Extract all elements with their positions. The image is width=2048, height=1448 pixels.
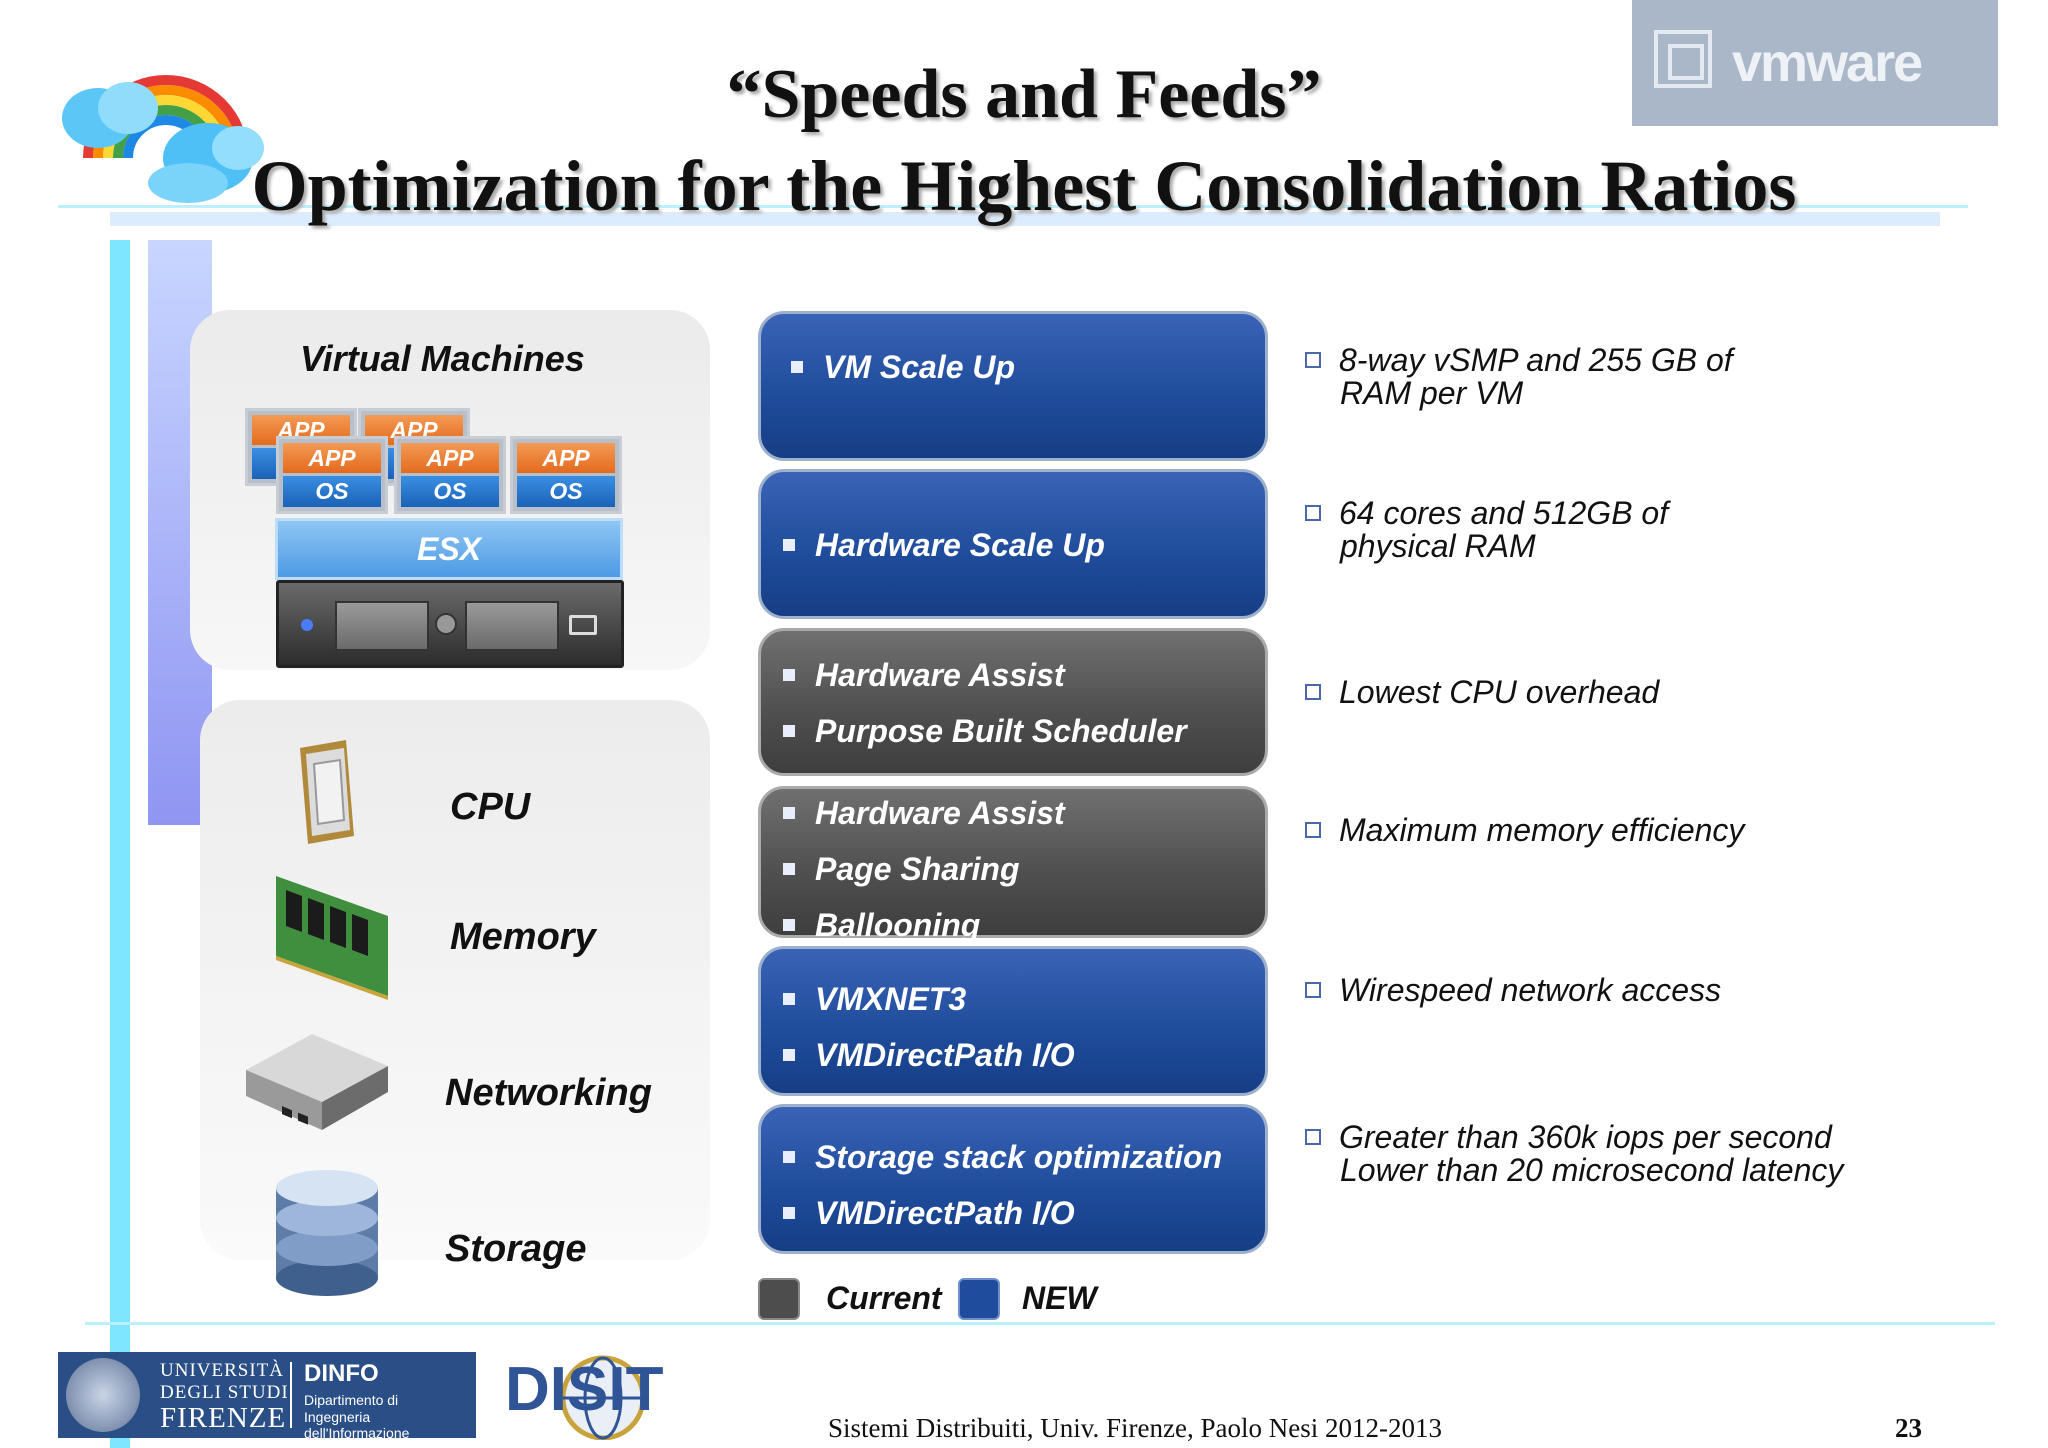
- vmware-logo-text: vmware: [1732, 33, 1923, 93]
- feature-box-storage: Storage stack optimization VMDirectPath …: [758, 1104, 1268, 1254]
- university-seal-icon: [66, 1358, 140, 1432]
- vm-stack-1: APP OS: [276, 436, 388, 514]
- network-switch-icon: [246, 1034, 388, 1130]
- legend-current-label: Current: [826, 1280, 942, 1316]
- resources-panel: [200, 700, 710, 1260]
- feature-note-memory: Maximum memory efficiency: [1305, 814, 1744, 847]
- bullet-square-icon: [791, 360, 803, 373]
- feature-item: Hardware Scale Up: [783, 527, 1105, 564]
- vm-os-label: OS: [517, 476, 615, 507]
- storage-database-icon: [276, 1170, 378, 1296]
- bullet-hollow-square-icon: [1305, 1128, 1321, 1145]
- vmware-logo: vmware: [1632, 0, 1998, 126]
- feature-note-vm-scale-up: 8-way vSMP and 255 GB of RAM per VM: [1305, 344, 1733, 410]
- bullet-hollow-square-icon: [1305, 821, 1321, 838]
- bullet-square-icon: [783, 862, 795, 875]
- vmware-mark-icon: [1654, 30, 1712, 88]
- bullet-square-icon: [783, 538, 795, 551]
- bullet-square-icon: [783, 1150, 795, 1163]
- bullet-hollow-square-icon: [1305, 981, 1321, 998]
- footer-course: Sistemi Distribuiti, Univ. Firenze, Paol…: [828, 1413, 1442, 1443]
- decor-top-line: [58, 205, 1968, 208]
- rainbow-cloud-icon: [62, 75, 264, 203]
- bullet-square-icon: [783, 668, 795, 681]
- disit-logo-text: DISIT: [505, 1355, 664, 1424]
- feature-note-storage: Greater than 360k iops per second Lower …: [1305, 1121, 1843, 1187]
- feature-item: Hardware Assist: [783, 657, 1065, 694]
- bullet-square-icon: [783, 1206, 795, 1219]
- bullet-hollow-square-icon: [1305, 351, 1321, 368]
- vm-stack-3: APP OS: [510, 436, 622, 514]
- feature-note-networking: Wirespeed network access: [1305, 974, 1721, 1007]
- bullet-hollow-square-icon: [1305, 504, 1321, 521]
- server-hardware-icon: [276, 580, 624, 668]
- slide-title-line1: “Speeds and Feeds”: [726, 56, 1322, 133]
- esx-hypervisor-bar: ESX: [275, 518, 623, 580]
- decor-title-band: [110, 212, 1940, 226]
- bullet-square-icon: [783, 992, 795, 1005]
- bullet-square-icon: [783, 806, 795, 819]
- legend-current-swatch: [758, 1278, 800, 1320]
- feature-box-networking: VMXNET3 VMDirectPath I/O: [758, 946, 1268, 1096]
- vm-os-label: OS: [401, 476, 499, 507]
- vm-stack-2: APP OS: [394, 436, 506, 514]
- feature-item: Ballooning: [783, 907, 980, 944]
- slide-title-line2: Optimization for the Highest Consolidati…: [251, 146, 1797, 226]
- legend-new-swatch: [958, 1278, 1000, 1320]
- disit-logo: DISIT: [505, 1350, 695, 1440]
- decor-bottom-line: [85, 1322, 1995, 1325]
- resource-label-memory: Memory: [450, 916, 596, 958]
- feature-item: VMDirectPath I/O: [783, 1195, 1075, 1232]
- resource-label-cpu: CPU: [450, 786, 531, 828]
- page-number: 23: [1895, 1413, 1922, 1443]
- feature-item: Storage stack optimization: [783, 1139, 1222, 1176]
- vm-app-label: APP: [283, 443, 381, 473]
- feature-item: Purpose Built Scheduler: [783, 713, 1187, 750]
- feature-item: VMDirectPath I/O: [783, 1037, 1075, 1074]
- virtual-machines-title: Virtual Machines: [300, 338, 585, 379]
- bullet-hollow-square-icon: [1305, 683, 1321, 700]
- feature-item: Page Sharing: [783, 851, 1020, 888]
- memory-ram-icon: [276, 876, 388, 1000]
- feature-item: Hardware Assist: [783, 795, 1065, 832]
- feature-note-hardware-scale-up: 64 cores and 512GB of physical RAM: [1305, 497, 1668, 563]
- feature-item: VM Scale Up: [791, 349, 1015, 386]
- resource-label-networking: Networking: [445, 1072, 652, 1114]
- bullet-square-icon: [783, 918, 795, 931]
- resource-label-storage: Storage: [445, 1228, 587, 1270]
- bullet-square-icon: [783, 1048, 795, 1061]
- feature-box-memory: Hardware Assist Page Sharing Ballooning: [758, 786, 1268, 943]
- feature-box-cpu: Hardware Assist Purpose Built Scheduler: [758, 628, 1268, 776]
- university-logo: UNIVERSITÀ DEGLI STUDI FIRENZE DINFO Dip…: [58, 1352, 476, 1441]
- bullet-square-icon: [783, 724, 795, 737]
- feature-box-hardware-scale-up: Hardware Scale Up: [758, 469, 1268, 619]
- vm-app-label: APP: [517, 443, 615, 473]
- feature-item: VMXNET3: [783, 981, 966, 1018]
- vm-os-label: OS: [283, 476, 381, 507]
- legend-new-label: NEW: [1022, 1280, 1097, 1316]
- vm-app-label: APP: [401, 443, 499, 473]
- feature-note-cpu: Lowest CPU overhead: [1305, 676, 1659, 709]
- decor-vertical-bar: [110, 240, 130, 1448]
- vmware-mark-inner-icon: [1668, 44, 1704, 80]
- feature-box-vm-scale-up: VM Scale Up: [758, 311, 1268, 461]
- cpu-chip-icon: [300, 740, 354, 844]
- disit-globe-icon: [560, 1355, 646, 1440]
